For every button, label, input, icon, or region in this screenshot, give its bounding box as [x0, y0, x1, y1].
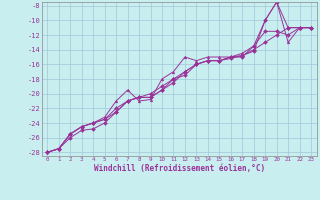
X-axis label: Windchill (Refroidissement éolien,°C): Windchill (Refroidissement éolien,°C)	[94, 164, 265, 173]
